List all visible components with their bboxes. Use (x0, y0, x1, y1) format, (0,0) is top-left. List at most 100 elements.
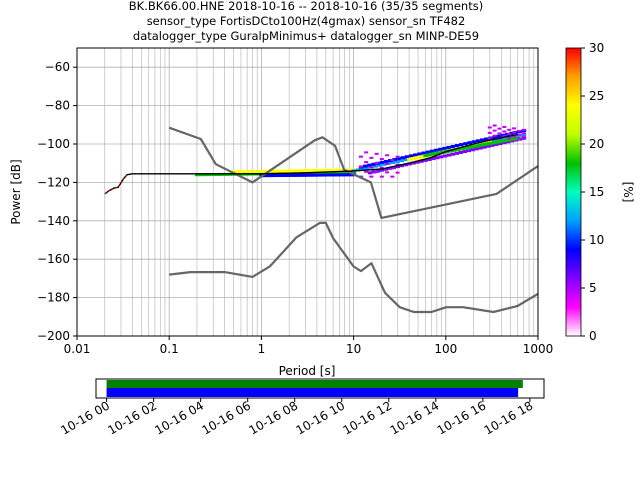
psd-cell (413, 153, 418, 157)
psd-cell (273, 174, 279, 178)
y-tick-label: −60 (45, 60, 70, 74)
psd-outlier-cell (507, 128, 512, 131)
psd-outlier-cell (395, 155, 400, 158)
psd-outlier-cell (507, 133, 512, 136)
psd-cell (351, 171, 357, 175)
psd-cell (411, 161, 416, 165)
psd-cell (323, 171, 328, 175)
timeline-tick-label: 10-16 06 (199, 398, 253, 437)
psd-outlier-cell (395, 163, 400, 166)
title-line-3: datalogger_type GuralpMinimus+ datalogge… (133, 29, 479, 43)
psd-cell (287, 173, 293, 177)
psd-outlier-cell (497, 127, 502, 130)
y-tick-label: −80 (45, 99, 70, 113)
psd-cell (403, 163, 408, 167)
psd-cell (454, 151, 460, 155)
psd-outlier-cell (521, 128, 526, 131)
psd-outlier-cell (374, 171, 379, 174)
psd-cell (339, 168, 344, 172)
psd-cell (437, 151, 443, 155)
psd-cell (266, 174, 271, 178)
psd-cell (296, 169, 301, 173)
psd-cell (403, 158, 409, 162)
psd-cell (458, 150, 464, 154)
psd-cell (337, 173, 342, 177)
psd-cell (280, 173, 286, 177)
psd-cell (336, 168, 341, 172)
psd-outlier-cell (358, 155, 363, 158)
psd-cell (339, 171, 345, 175)
psd-outlier-cell (487, 137, 492, 140)
psd-outlier-cell (390, 175, 395, 178)
psd-cell (294, 173, 300, 177)
psd-cell (373, 164, 378, 168)
timeline-tick-label: 10-16 16 (435, 398, 489, 437)
psd-cell (367, 171, 373, 175)
psd-cell (292, 173, 297, 177)
psd-outlier-cell (487, 126, 492, 129)
psd-cell (379, 160, 385, 164)
psd-cell (513, 137, 518, 141)
psd-cell (446, 145, 452, 149)
psd-cell (275, 174, 281, 178)
psd-cell (494, 140, 499, 144)
psd-cell (501, 139, 506, 143)
psd-cell (280, 169, 286, 173)
psd-outlier-cell (502, 130, 507, 133)
colorbar-tick-label: 30 (589, 41, 604, 55)
psd-outlier-cell (369, 166, 374, 169)
psd-outlier-cell (516, 137, 521, 140)
psd-cell (371, 162, 376, 166)
psd-cell (317, 168, 323, 172)
psd-cell (363, 164, 368, 168)
psd-cell (330, 173, 335, 177)
psd-cell (489, 141, 495, 145)
psd-cell (308, 169, 314, 173)
psd-cell (395, 160, 400, 164)
psd-cell (396, 157, 401, 161)
x-axis: 0.01 0.1 1 10 100 1000 (64, 336, 553, 356)
psd-cell (423, 158, 428, 162)
psd-cell (495, 138, 501, 142)
psd-cell (482, 145, 487, 149)
psd-cell (454, 144, 460, 148)
psd-cell (482, 142, 487, 146)
psd-cell (268, 174, 274, 178)
psd-cell (339, 173, 345, 177)
psd-cell (461, 146, 466, 150)
psd-cell (364, 166, 370, 170)
psd-outlier-cell (369, 175, 374, 178)
psd-cell (264, 174, 269, 178)
colorbar-tick-label: 5 (589, 281, 597, 295)
colorbar-tick-label: 0 (589, 329, 597, 343)
psd-cell (478, 146, 483, 150)
psd-cell (346, 173, 352, 177)
psd-cell (430, 152, 435, 156)
psd-cell (466, 149, 471, 153)
psd-cell (392, 158, 397, 162)
psd-cell (333, 168, 338, 172)
psd-cell (498, 142, 503, 146)
psd-cell (492, 135, 497, 139)
psd-cell (496, 134, 502, 138)
psd-cell (425, 150, 431, 154)
psd-cell (297, 173, 302, 177)
psd-cell (503, 138, 509, 142)
psd-cell (342, 173, 347, 177)
psd-cell (454, 148, 459, 152)
psd-cell (450, 144, 456, 148)
psd-cell (435, 151, 440, 155)
psd-outlier-cell (379, 175, 384, 178)
psd-cell (307, 171, 312, 175)
title-line-2: sensor_type FortisDCto100Hz(4gmax) senso… (147, 14, 466, 28)
psd-cell (320, 173, 326, 177)
psd-outlier-cell (492, 129, 497, 132)
psd-cell (375, 169, 381, 173)
psd-cell (319, 171, 324, 175)
psd-cell (283, 173, 288, 177)
psd-cell (501, 141, 507, 145)
psd-cell (313, 173, 319, 177)
y-tick-label: −140 (37, 214, 70, 228)
psd-outlier-cell (492, 124, 497, 127)
